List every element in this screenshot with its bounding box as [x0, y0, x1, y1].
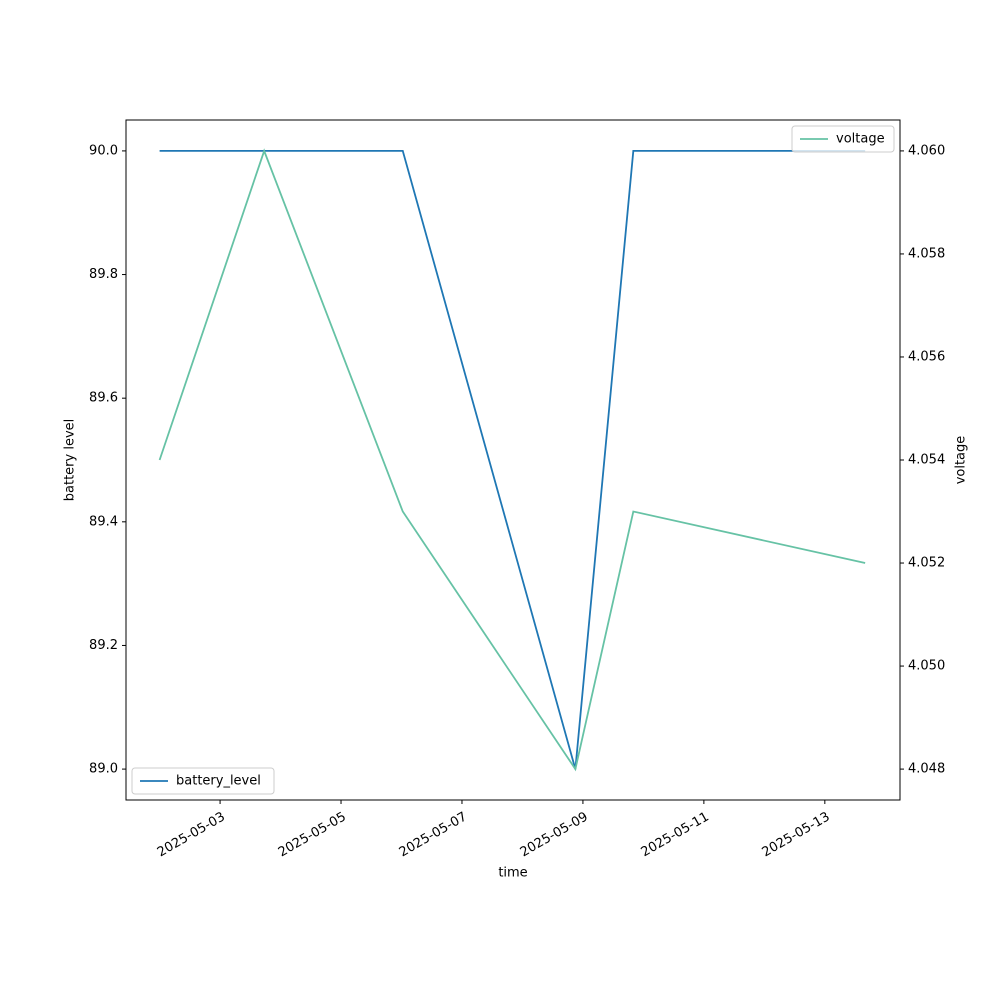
- y2-tick-label: 4.056: [908, 349, 945, 364]
- y-axis-label: battery level: [63, 419, 78, 502]
- y2-tick-label: 4.050: [908, 659, 945, 674]
- x-tick-label: 2025-05-03: [155, 810, 228, 861]
- y-tick-label: 89.6: [89, 391, 118, 406]
- x-tick-label: 2025-05-11: [639, 810, 712, 861]
- y2-tick-label: 4.052: [908, 556, 945, 571]
- x-tick-label: 2025-05-05: [276, 810, 349, 861]
- series-line: [158, 148, 866, 772]
- y2-tick-label: 4.048: [908, 762, 945, 777]
- y2-tick-label: 4.054: [908, 453, 945, 468]
- x-tick-label: 2025-05-07: [397, 810, 470, 861]
- y2-tick-label: 4.058: [908, 246, 945, 261]
- y2-axis-label: voltage: [954, 436, 969, 485]
- y-tick-label: 90.0: [89, 143, 118, 158]
- series-line: [159, 150, 866, 770]
- x-tick-label: 2025-05-13: [760, 810, 833, 861]
- y-tick-label: 89.2: [89, 638, 118, 653]
- legend-box: [131, 767, 275, 795]
- plot-frame: [125, 119, 901, 801]
- y-tick-label: 89.8: [89, 267, 118, 282]
- y-tick-label: 89.0: [89, 762, 118, 777]
- x-tick-label: 2025-05-09: [518, 810, 591, 861]
- y-tick-label: 89.4: [89, 514, 118, 529]
- legend-box: [791, 125, 895, 153]
- legend-label: battery_level: [176, 774, 261, 789]
- y2-tick-label: 4.060: [908, 143, 945, 158]
- legend-label: voltage: [836, 132, 885, 147]
- x-axis-label: time: [498, 866, 527, 881]
